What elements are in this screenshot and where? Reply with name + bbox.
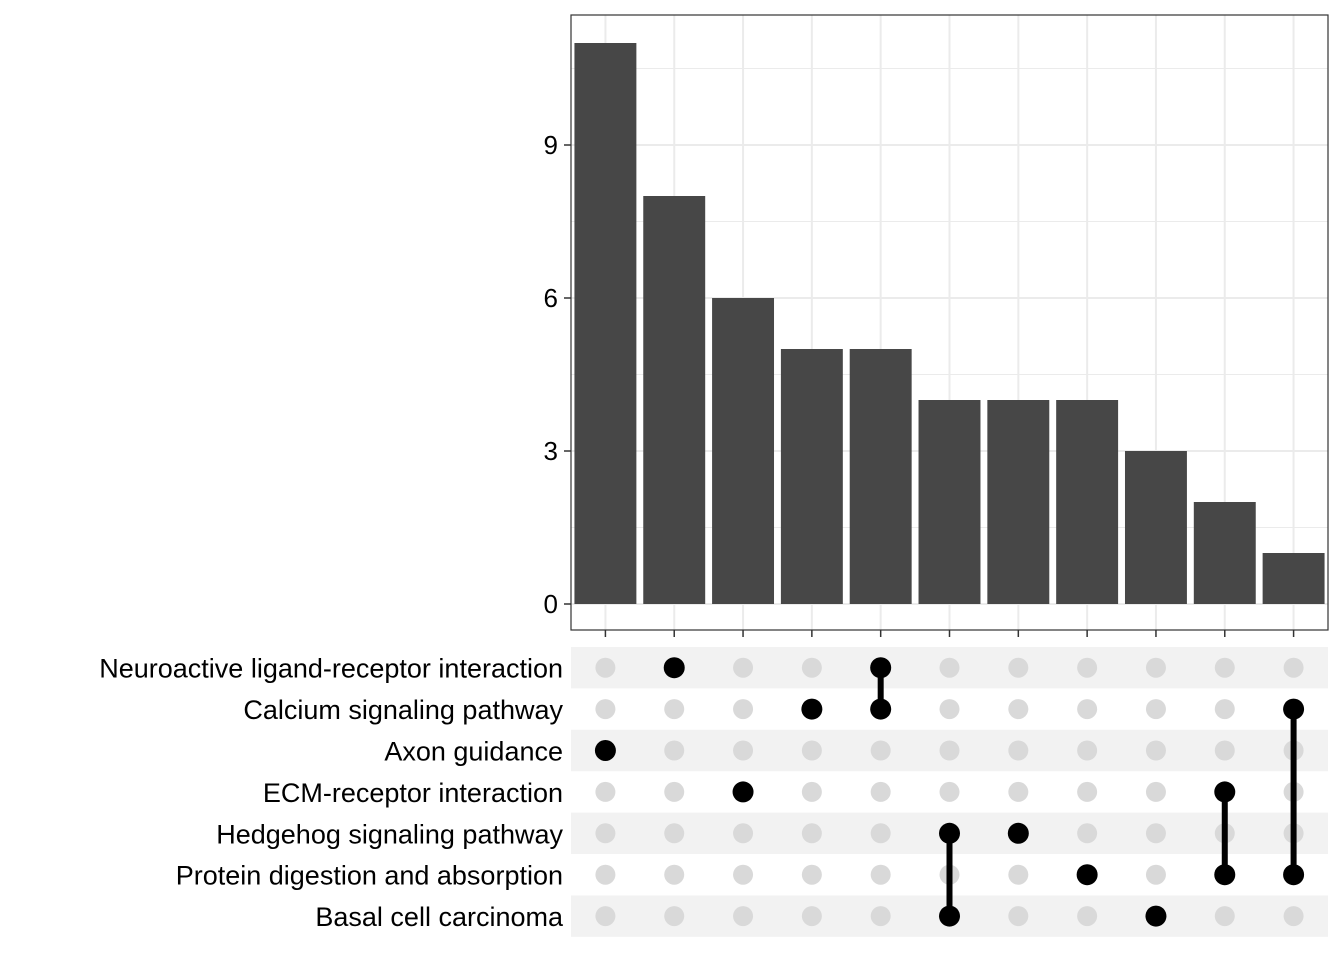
matrix-dot-empty [801, 823, 822, 844]
matrix-dot-empty [939, 657, 960, 678]
matrix-dot-empty [1008, 657, 1029, 678]
matrix-dot-empty [1145, 699, 1166, 720]
matrix-dot-empty [664, 906, 685, 927]
matrix-dot-empty [664, 740, 685, 761]
bar [1262, 553, 1325, 604]
matrix-dot-empty [733, 864, 754, 885]
set-label: Hedgehog signaling pathway [216, 819, 563, 849]
matrix-dot-empty [664, 781, 685, 802]
set-label: Calcium signaling pathway [243, 695, 563, 725]
matrix-dot-empty [1077, 740, 1098, 761]
matrix-dot-empty [595, 823, 616, 844]
matrix-dot-empty [1008, 906, 1029, 927]
set-label: Axon guidance [384, 737, 563, 767]
matrix-dot-empty [1283, 906, 1304, 927]
y-tick-label: 9 [544, 130, 558, 160]
matrix-dot-filled [870, 657, 892, 679]
matrix-dot-empty [1008, 699, 1029, 720]
matrix-dot-filled [1145, 905, 1167, 927]
set-label: Protein digestion and absorption [176, 861, 563, 891]
matrix-dot-empty [1214, 699, 1235, 720]
matrix-dot-empty [870, 906, 891, 927]
bar [1124, 451, 1187, 604]
matrix-dot-empty [1283, 657, 1304, 678]
matrix-dot-empty [595, 864, 616, 885]
matrix-dot-empty [801, 906, 822, 927]
matrix-dot-empty [1214, 906, 1235, 927]
bar [918, 400, 981, 604]
matrix-dot-empty [1008, 864, 1029, 885]
matrix-dot-empty [1077, 906, 1098, 927]
matrix-dot-empty [1077, 823, 1098, 844]
matrix-dot-empty [939, 699, 960, 720]
matrix-dot-empty [1077, 657, 1098, 678]
matrix-dot-filled [1007, 822, 1029, 844]
matrix-dot-filled [1283, 864, 1305, 886]
matrix-dot-empty [870, 740, 891, 761]
bar [780, 349, 843, 604]
matrix-dot-empty [733, 823, 754, 844]
matrix-dot-empty [1077, 781, 1098, 802]
matrix-dot-empty [801, 781, 822, 802]
bar [574, 43, 637, 604]
matrix-dot-filled [594, 740, 616, 761]
matrix-dot-empty [664, 823, 685, 844]
set-label: Basal cell carcinoma [315, 902, 564, 932]
matrix-dot-empty [801, 657, 822, 678]
matrix-dot-empty [664, 864, 685, 885]
matrix-dot-empty [595, 657, 616, 678]
matrix-dot-empty [1145, 823, 1166, 844]
matrix-dot-empty [733, 740, 754, 761]
matrix-dot-empty [1145, 657, 1166, 678]
matrix-dot-filled [1283, 698, 1305, 720]
matrix-dot-empty [939, 740, 960, 761]
matrix-dot-empty [1008, 740, 1029, 761]
set-label: Neuroactive ligand-receptor interaction [99, 654, 563, 684]
matrix-dot-empty [1145, 864, 1166, 885]
matrix-dot-filled [1076, 864, 1098, 886]
matrix-dot-empty [939, 781, 960, 802]
matrix-dot-empty [595, 699, 616, 720]
matrix-dot-filled [1214, 781, 1236, 803]
matrix-dot-empty [664, 699, 685, 720]
matrix-dot-empty [595, 781, 616, 802]
matrix-dot-empty [1214, 657, 1235, 678]
matrix-dot-empty [870, 781, 891, 802]
matrix-dot-empty [733, 906, 754, 927]
matrix-dot-empty [1145, 740, 1166, 761]
matrix-dot-empty [733, 699, 754, 720]
matrix-dot-empty [1214, 740, 1235, 761]
matrix-dot-empty [870, 864, 891, 885]
matrix-dot-empty [595, 906, 616, 927]
matrix-dot-empty [1008, 781, 1029, 802]
bar [712, 298, 775, 604]
matrix-dot-filled [1214, 864, 1236, 886]
matrix-dot-filled [732, 781, 754, 803]
bar [1193, 502, 1256, 604]
matrix-dot-empty [1145, 781, 1166, 802]
bar [849, 349, 912, 604]
matrix-dot-filled [663, 657, 685, 679]
y-tick-label: 0 [544, 589, 558, 619]
matrix-dot-filled [939, 822, 960, 844]
y-tick-label: 6 [544, 283, 558, 313]
bar [1056, 400, 1119, 604]
matrix-dot-empty [870, 823, 891, 844]
bar [987, 400, 1050, 604]
set-label: ECM-receptor interaction [263, 778, 563, 808]
bar [643, 196, 706, 604]
matrix-dot-filled [939, 905, 960, 927]
matrix-dot-empty [801, 740, 822, 761]
matrix-dot-filled [801, 698, 823, 720]
matrix-dot-empty [733, 657, 754, 678]
matrix-dot-empty [801, 864, 822, 885]
matrix-dot-empty [1077, 699, 1098, 720]
y-tick-label: 3 [544, 436, 558, 466]
matrix-dot-filled [870, 698, 892, 720]
